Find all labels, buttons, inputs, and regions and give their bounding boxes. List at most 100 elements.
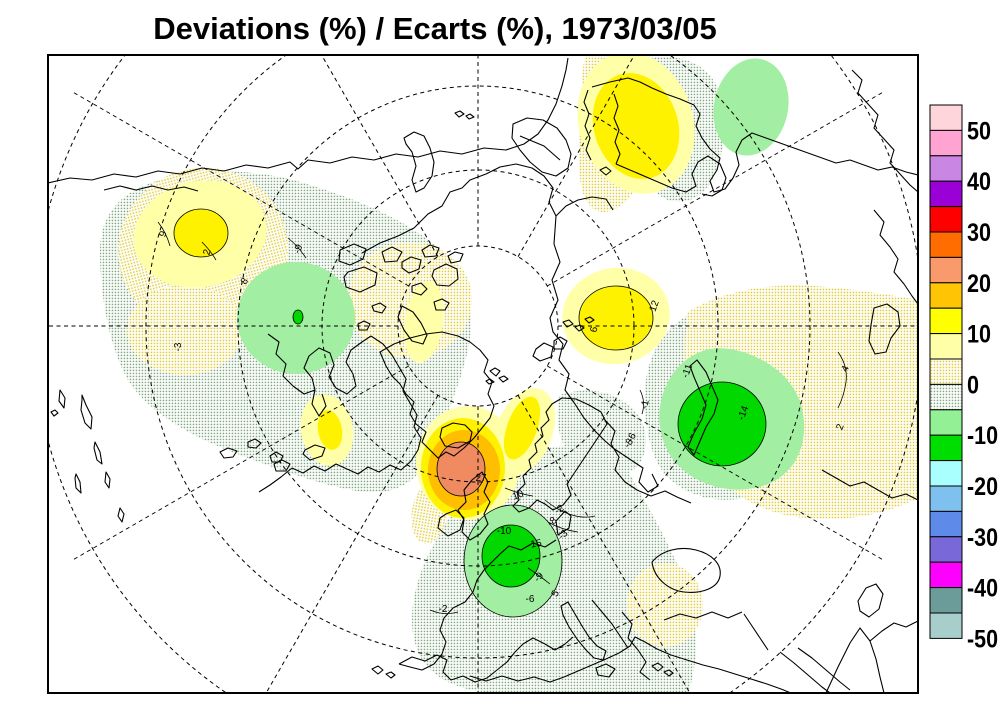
legend-cell bbox=[929, 282, 963, 309]
coastline bbox=[560, 601, 607, 661]
meridian-line bbox=[265, 395, 439, 693]
region-yellow-right bbox=[579, 285, 653, 351]
coastline bbox=[381, 246, 403, 263]
coastline bbox=[346, 335, 422, 475]
coastline bbox=[687, 359, 719, 456]
coastline bbox=[403, 131, 435, 193]
coastline bbox=[532, 342, 554, 362]
legend-cell bbox=[929, 180, 963, 208]
coastline bbox=[821, 469, 918, 501]
coastline bbox=[74, 473, 82, 494]
coastline bbox=[511, 117, 572, 177]
coastline bbox=[584, 316, 595, 324]
coastline bbox=[851, 69, 918, 193]
legend-colorbar: 50 40 30 20 10 0 -10 -20 -30 -40 -50 bbox=[929, 104, 998, 653]
coastline bbox=[663, 669, 674, 677]
contour-label: 6 bbox=[589, 325, 601, 333]
latitude-circle bbox=[145, 55, 811, 659]
map-title: Deviations (%) / Ecarts (%), 1973/03/05 bbox=[153, 11, 716, 46]
contour-label: 27 bbox=[475, 473, 487, 484]
coastline bbox=[512, 397, 608, 513]
graticule bbox=[48, 55, 918, 693]
coastline bbox=[485, 378, 495, 385]
legend-tick-label: -30 bbox=[967, 524, 998, 552]
legend-tick-label: 30 bbox=[967, 219, 991, 247]
coastline bbox=[439, 422, 473, 449]
contour-line bbox=[547, 521, 579, 533]
coastline bbox=[651, 662, 664, 672]
legend-tick-label: 0 bbox=[967, 371, 979, 399]
coastline bbox=[447, 251, 464, 264]
coastline bbox=[361, 163, 614, 254]
coastline bbox=[595, 663, 616, 678]
coastline bbox=[496, 636, 574, 671]
contour-line bbox=[157, 221, 171, 247]
contour-label: -11 bbox=[680, 362, 695, 379]
coastline bbox=[357, 320, 371, 331]
legend-cell bbox=[929, 587, 963, 614]
coastline bbox=[80, 394, 93, 430]
coastline bbox=[258, 467, 293, 493]
legend-tick-label: -20 bbox=[967, 473, 998, 501]
coastline bbox=[489, 367, 501, 377]
coastline bbox=[104, 471, 111, 489]
meridian-line bbox=[547, 365, 886, 562]
contour-line bbox=[201, 241, 217, 261]
meridian-line bbox=[70, 90, 409, 287]
legend-cell bbox=[929, 409, 963, 436]
coastline bbox=[797, 647, 851, 691]
coastline bbox=[454, 110, 465, 118]
contour-label: -9 bbox=[292, 243, 306, 256]
contour-line bbox=[481, 524, 541, 588]
region-yellow-left bbox=[174, 209, 228, 257]
coastline bbox=[651, 547, 721, 593]
coastline bbox=[743, 613, 769, 651]
contour-label: 12 bbox=[648, 299, 662, 314]
legend-tick-label: 10 bbox=[967, 321, 991, 349]
coastline bbox=[93, 441, 103, 465]
legend-cell bbox=[929, 358, 963, 385]
coastline bbox=[411, 282, 428, 296]
legend-cell bbox=[929, 129, 963, 157]
region-lightgreen-northeast bbox=[713, 58, 789, 156]
coastline bbox=[868, 303, 901, 355]
contour-line bbox=[292, 309, 304, 325]
coastline bbox=[873, 209, 918, 305]
coastline bbox=[58, 389, 66, 409]
region-yellow-norway bbox=[503, 396, 541, 460]
coastline bbox=[267, 333, 372, 395]
legend-cell bbox=[929, 307, 963, 335]
region-tan-balkans bbox=[627, 563, 703, 647]
coastline bbox=[433, 298, 450, 311]
contour-line bbox=[436, 441, 486, 497]
contour-label: 2 bbox=[835, 422, 847, 431]
contour-label: 10 bbox=[511, 488, 526, 502]
coastline bbox=[574, 324, 585, 332]
legend-cell bbox=[929, 460, 963, 487]
coastline bbox=[621, 611, 651, 681]
region-yellow-northeast bbox=[592, 73, 680, 179]
coastline bbox=[431, 263, 459, 287]
contour-line bbox=[429, 609, 459, 614]
contour-label: -3 bbox=[173, 342, 184, 351]
coastline bbox=[465, 113, 475, 120]
contour-label: 2 bbox=[202, 248, 214, 257]
coastline bbox=[302, 444, 326, 461]
legend-cell bbox=[929, 333, 963, 360]
legend-tick-label: -40 bbox=[967, 575, 998, 603]
map-frame bbox=[47, 54, 919, 694]
legend-cell bbox=[929, 485, 963, 512]
coastline bbox=[519, 135, 561, 161]
contour-label: -1 bbox=[639, 399, 651, 410]
legend-cell bbox=[929, 510, 963, 538]
legend-tick-label: -10 bbox=[967, 422, 998, 450]
contour-label: 9 bbox=[158, 229, 170, 238]
contour-label: -14 bbox=[736, 404, 751, 422]
coastline bbox=[398, 539, 557, 671]
coastline bbox=[385, 671, 396, 679]
region-salmon-uk bbox=[437, 442, 485, 496]
coastline bbox=[857, 583, 884, 618]
legend-cell bbox=[929, 256, 963, 284]
coastline bbox=[555, 510, 572, 536]
coastline bbox=[615, 155, 727, 197]
